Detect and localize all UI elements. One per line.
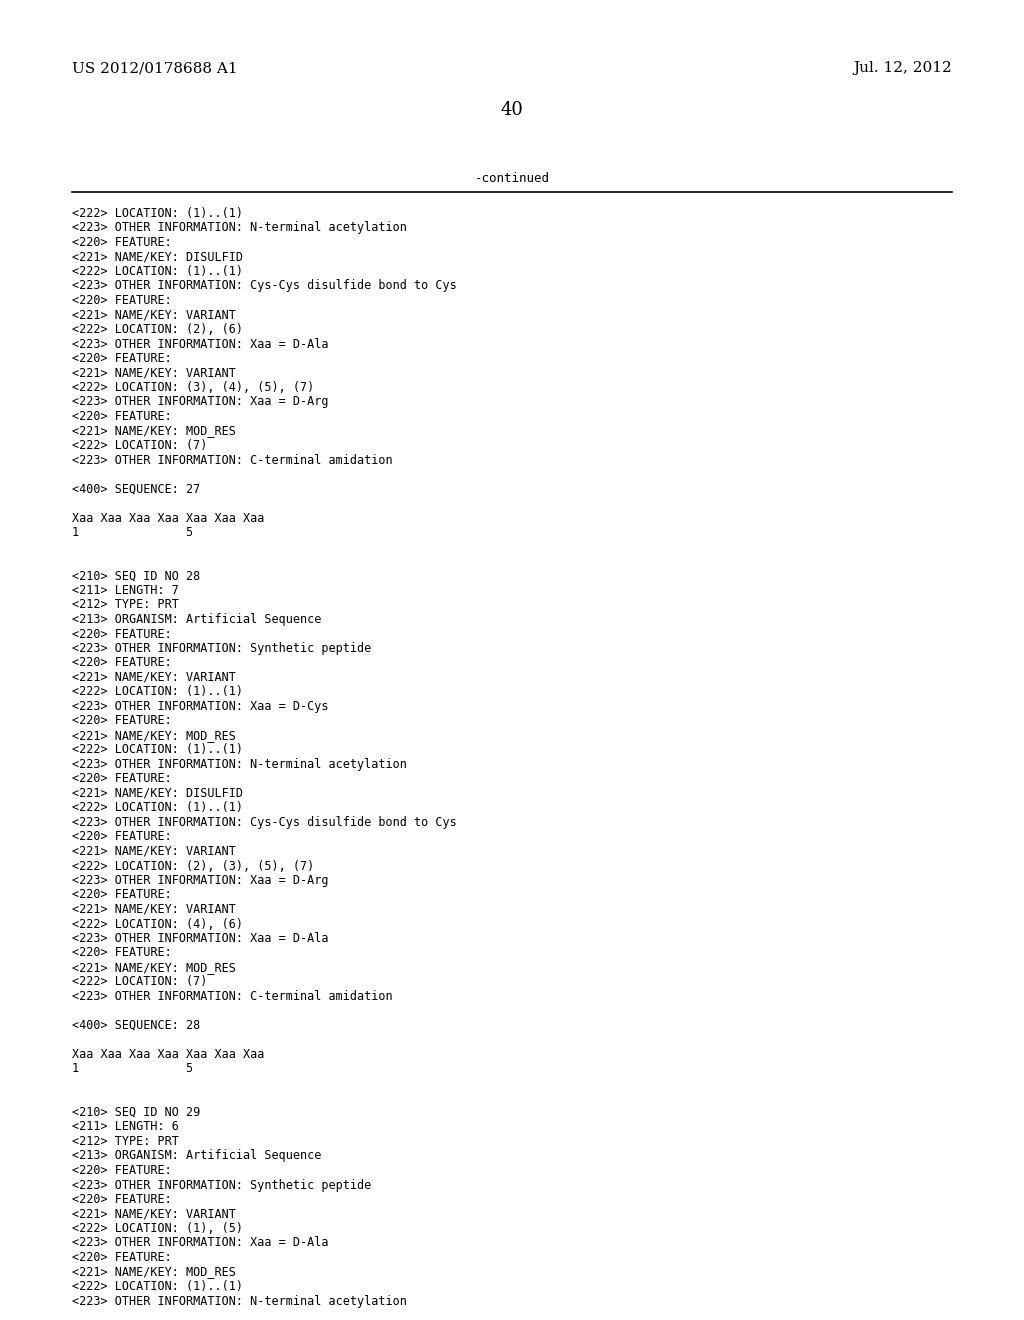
Text: <222> LOCATION: (4), (6): <222> LOCATION: (4), (6) bbox=[72, 917, 243, 931]
Text: US 2012/0178688 A1: US 2012/0178688 A1 bbox=[72, 61, 238, 75]
Text: <221> NAME/KEY: MOD_RES: <221> NAME/KEY: MOD_RES bbox=[72, 961, 236, 974]
Text: <222> LOCATION: (1), (5): <222> LOCATION: (1), (5) bbox=[72, 1222, 243, 1236]
Text: <212> TYPE: PRT: <212> TYPE: PRT bbox=[72, 1135, 179, 1148]
Text: <220> FEATURE:: <220> FEATURE: bbox=[72, 772, 172, 785]
Text: <223> OTHER INFORMATION: C-terminal amidation: <223> OTHER INFORMATION: C-terminal amid… bbox=[72, 454, 392, 466]
Text: <223> OTHER INFORMATION: N-terminal acetylation: <223> OTHER INFORMATION: N-terminal acet… bbox=[72, 1295, 407, 1308]
Text: <221> NAME/KEY: DISULFID: <221> NAME/KEY: DISULFID bbox=[72, 251, 243, 264]
Text: <222> LOCATION: (1)..(1): <222> LOCATION: (1)..(1) bbox=[72, 743, 243, 756]
Text: 1               5: 1 5 bbox=[72, 1063, 194, 1076]
Text: <220> FEATURE:: <220> FEATURE: bbox=[72, 946, 172, 960]
Text: <221> NAME/KEY: MOD_RES: <221> NAME/KEY: MOD_RES bbox=[72, 729, 236, 742]
Text: <222> LOCATION: (1)..(1): <222> LOCATION: (1)..(1) bbox=[72, 801, 243, 814]
Text: <222> LOCATION: (1)..(1): <222> LOCATION: (1)..(1) bbox=[72, 207, 243, 220]
Text: <222> LOCATION: (1)..(1): <222> LOCATION: (1)..(1) bbox=[72, 1280, 243, 1294]
Text: <221> NAME/KEY: DISULFID: <221> NAME/KEY: DISULFID bbox=[72, 787, 243, 800]
Text: <400> SEQUENCE: 28: <400> SEQUENCE: 28 bbox=[72, 1019, 201, 1032]
Text: <221> NAME/KEY: MOD_RES: <221> NAME/KEY: MOD_RES bbox=[72, 425, 236, 437]
Text: <210> SEQ ID NO 29: <210> SEQ ID NO 29 bbox=[72, 1106, 201, 1119]
Text: Xaa Xaa Xaa Xaa Xaa Xaa Xaa: Xaa Xaa Xaa Xaa Xaa Xaa Xaa bbox=[72, 511, 264, 524]
Text: <221> NAME/KEY: VARIANT: <221> NAME/KEY: VARIANT bbox=[72, 367, 236, 380]
Text: 1               5: 1 5 bbox=[72, 525, 194, 539]
Text: <223> OTHER INFORMATION: Xaa = D-Arg: <223> OTHER INFORMATION: Xaa = D-Arg bbox=[72, 874, 329, 887]
Text: <222> LOCATION: (1)..(1): <222> LOCATION: (1)..(1) bbox=[72, 265, 243, 279]
Text: <211> LENGTH: 7: <211> LENGTH: 7 bbox=[72, 583, 179, 597]
Text: -continued: -continued bbox=[474, 172, 550, 185]
Text: <222> LOCATION: (7): <222> LOCATION: (7) bbox=[72, 975, 208, 989]
Text: <223> OTHER INFORMATION: Cys-Cys disulfide bond to Cys: <223> OTHER INFORMATION: Cys-Cys disulfi… bbox=[72, 280, 457, 293]
Text: <222> LOCATION: (2), (3), (5), (7): <222> LOCATION: (2), (3), (5), (7) bbox=[72, 859, 314, 873]
Text: <223> OTHER INFORMATION: Xaa = D-Cys: <223> OTHER INFORMATION: Xaa = D-Cys bbox=[72, 700, 329, 713]
Text: <220> FEATURE:: <220> FEATURE: bbox=[72, 714, 172, 727]
Text: <222> LOCATION: (2), (6): <222> LOCATION: (2), (6) bbox=[72, 323, 243, 337]
Text: <223> OTHER INFORMATION: Xaa = D-Ala: <223> OTHER INFORMATION: Xaa = D-Ala bbox=[72, 932, 329, 945]
Text: <220> FEATURE:: <220> FEATURE: bbox=[72, 236, 172, 249]
Text: <222> LOCATION: (1)..(1): <222> LOCATION: (1)..(1) bbox=[72, 685, 243, 698]
Text: <220> FEATURE:: <220> FEATURE: bbox=[72, 352, 172, 366]
Text: <223> OTHER INFORMATION: Synthetic peptide: <223> OTHER INFORMATION: Synthetic pepti… bbox=[72, 1179, 372, 1192]
Text: <220> FEATURE:: <220> FEATURE: bbox=[72, 1164, 172, 1177]
Text: <221> NAME/KEY: VARIANT: <221> NAME/KEY: VARIANT bbox=[72, 1208, 236, 1221]
Text: <211> LENGTH: 6: <211> LENGTH: 6 bbox=[72, 1121, 179, 1134]
Text: <220> FEATURE:: <220> FEATURE: bbox=[72, 294, 172, 308]
Text: <222> LOCATION: (7): <222> LOCATION: (7) bbox=[72, 440, 208, 451]
Text: <212> TYPE: PRT: <212> TYPE: PRT bbox=[72, 598, 179, 611]
Text: <222> LOCATION: (3), (4), (5), (7): <222> LOCATION: (3), (4), (5), (7) bbox=[72, 381, 314, 393]
Text: <223> OTHER INFORMATION: Cys-Cys disulfide bond to Cys: <223> OTHER INFORMATION: Cys-Cys disulfi… bbox=[72, 816, 457, 829]
Text: <223> OTHER INFORMATION: Xaa = D-Arg: <223> OTHER INFORMATION: Xaa = D-Arg bbox=[72, 396, 329, 408]
Text: <221> NAME/KEY: VARIANT: <221> NAME/KEY: VARIANT bbox=[72, 903, 236, 916]
Text: <220> FEATURE:: <220> FEATURE: bbox=[72, 888, 172, 902]
Text: <220> FEATURE:: <220> FEATURE: bbox=[72, 1193, 172, 1206]
Text: <210> SEQ ID NO 28: <210> SEQ ID NO 28 bbox=[72, 569, 201, 582]
Text: <223> OTHER INFORMATION: C-terminal amidation: <223> OTHER INFORMATION: C-terminal amid… bbox=[72, 990, 392, 1003]
Text: <213> ORGANISM: Artificial Sequence: <213> ORGANISM: Artificial Sequence bbox=[72, 1150, 322, 1163]
Text: <400> SEQUENCE: 27: <400> SEQUENCE: 27 bbox=[72, 483, 201, 495]
Text: <223> OTHER INFORMATION: Xaa = D-Ala: <223> OTHER INFORMATION: Xaa = D-Ala bbox=[72, 338, 329, 351]
Text: 40: 40 bbox=[501, 102, 523, 119]
Text: <221> NAME/KEY: MOD_RES: <221> NAME/KEY: MOD_RES bbox=[72, 1266, 236, 1279]
Text: <213> ORGANISM: Artificial Sequence: <213> ORGANISM: Artificial Sequence bbox=[72, 612, 322, 626]
Text: <221> NAME/KEY: VARIANT: <221> NAME/KEY: VARIANT bbox=[72, 845, 236, 858]
Text: <223> OTHER INFORMATION: N-terminal acetylation: <223> OTHER INFORMATION: N-terminal acet… bbox=[72, 222, 407, 235]
Text: <221> NAME/KEY: VARIANT: <221> NAME/KEY: VARIANT bbox=[72, 309, 236, 322]
Text: <220> FEATURE:: <220> FEATURE: bbox=[72, 1251, 172, 1265]
Text: <221> NAME/KEY: VARIANT: <221> NAME/KEY: VARIANT bbox=[72, 671, 236, 684]
Text: <220> FEATURE:: <220> FEATURE: bbox=[72, 830, 172, 843]
Text: Xaa Xaa Xaa Xaa Xaa Xaa Xaa: Xaa Xaa Xaa Xaa Xaa Xaa Xaa bbox=[72, 1048, 264, 1061]
Text: <223> OTHER INFORMATION: N-terminal acetylation: <223> OTHER INFORMATION: N-terminal acet… bbox=[72, 758, 407, 771]
Text: <223> OTHER INFORMATION: Synthetic peptide: <223> OTHER INFORMATION: Synthetic pepti… bbox=[72, 642, 372, 655]
Text: Jul. 12, 2012: Jul. 12, 2012 bbox=[853, 61, 952, 75]
Text: <220> FEATURE:: <220> FEATURE: bbox=[72, 411, 172, 422]
Text: <220> FEATURE:: <220> FEATURE: bbox=[72, 656, 172, 669]
Text: <223> OTHER INFORMATION: Xaa = D-Ala: <223> OTHER INFORMATION: Xaa = D-Ala bbox=[72, 1237, 329, 1250]
Text: <220> FEATURE:: <220> FEATURE: bbox=[72, 627, 172, 640]
